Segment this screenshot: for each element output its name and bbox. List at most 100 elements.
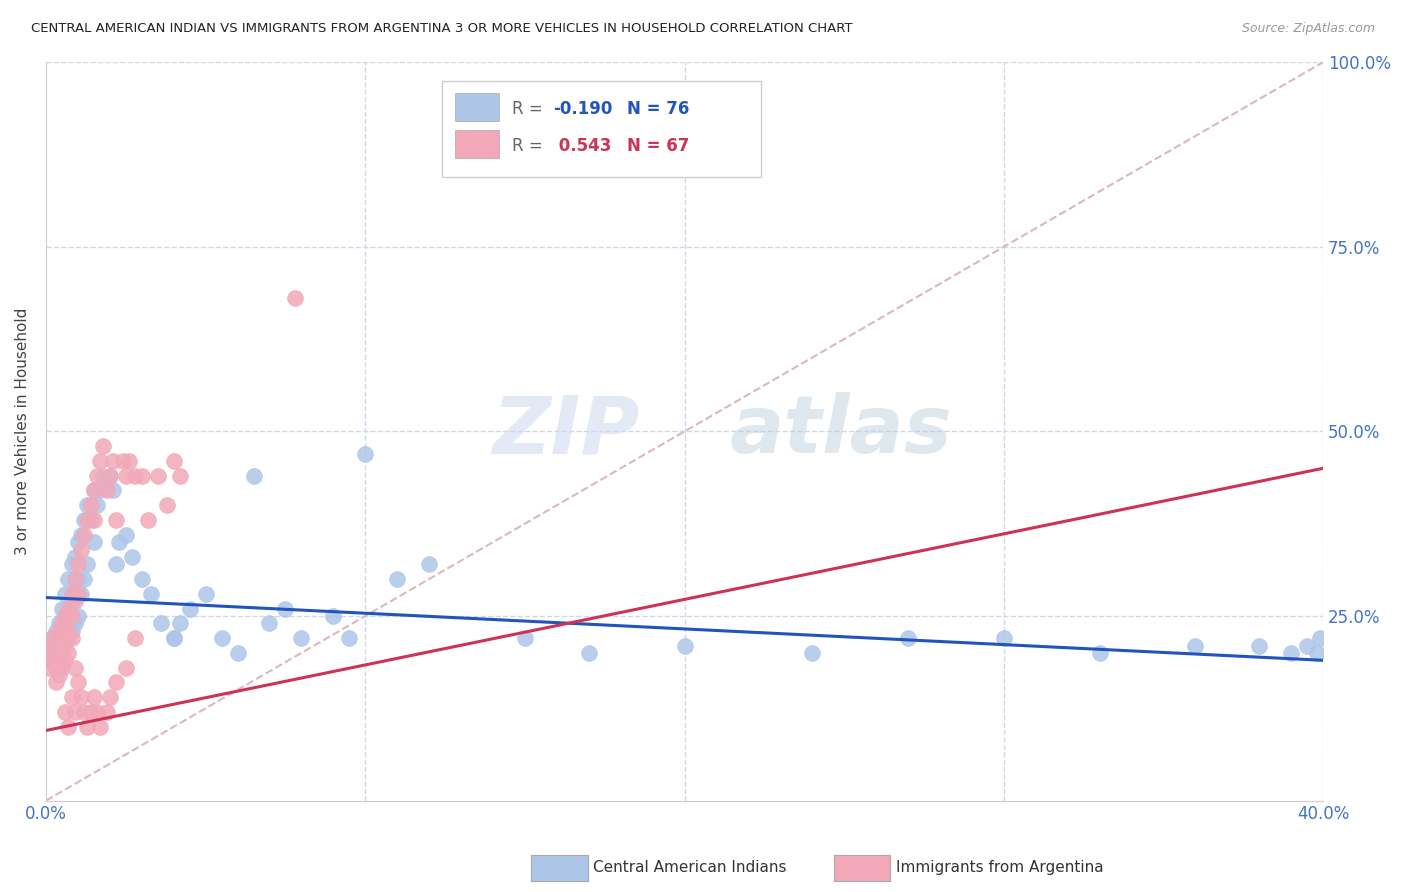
Point [48, 646, 70, 660]
Text: N = 76: N = 76 [627, 100, 689, 118]
Point [76, 720, 98, 734]
Text: Central American Indians: Central American Indians [593, 861, 787, 875]
Point [105, 675, 128, 690]
Point [211, 631, 233, 645]
Point [1296, 639, 1319, 653]
Point [73, 705, 96, 719]
Point [58, 601, 80, 615]
Text: ZIP: ZIP [492, 392, 640, 470]
Point [53, 587, 76, 601]
Point [48, 668, 70, 682]
Point [149, 616, 172, 631]
Point [1309, 631, 1331, 645]
Point [48, 616, 70, 631]
FancyBboxPatch shape [454, 130, 499, 158]
Text: Source: ZipAtlas.com: Source: ZipAtlas.com [1241, 22, 1375, 36]
Point [60, 609, 83, 624]
Point [53, 705, 76, 719]
Point [60, 594, 83, 608]
Point [63, 705, 86, 719]
Point [63, 594, 86, 608]
Point [83, 690, 105, 705]
Point [146, 468, 169, 483]
Point [60, 587, 83, 601]
Point [169, 468, 191, 483]
Point [114, 468, 136, 483]
Point [66, 587, 89, 601]
Point [51, 639, 73, 653]
Point [108, 535, 131, 549]
Point [86, 498, 108, 512]
Point [45, 639, 67, 653]
Text: R =: R = [512, 136, 548, 154]
Point [63, 572, 86, 586]
Point [93, 439, 115, 453]
FancyBboxPatch shape [441, 80, 761, 177]
Point [76, 558, 98, 572]
Point [105, 558, 128, 572]
Point [76, 513, 98, 527]
Point [1249, 639, 1271, 653]
Point [89, 483, 111, 498]
Point [163, 454, 186, 468]
Point [66, 572, 89, 586]
Point [38, 646, 60, 660]
Point [86, 468, 108, 483]
Text: Immigrants from Argentina: Immigrants from Argentina [896, 861, 1104, 875]
Point [131, 468, 153, 483]
Point [53, 639, 76, 653]
Point [513, 631, 536, 645]
Point [105, 513, 128, 527]
Point [73, 572, 96, 586]
Point [98, 468, 121, 483]
Point [284, 292, 307, 306]
Point [79, 705, 101, 719]
Point [58, 631, 80, 645]
Point [96, 483, 118, 498]
Point [53, 616, 76, 631]
Point [163, 631, 186, 645]
Text: N = 67: N = 67 [627, 136, 689, 154]
Point [58, 646, 80, 660]
Point [1279, 646, 1302, 660]
Point [58, 624, 80, 638]
Point [141, 587, 163, 601]
Text: R =: R = [512, 100, 548, 118]
Point [41, 631, 63, 645]
Point [41, 653, 63, 667]
Point [96, 705, 118, 719]
Point [993, 631, 1015, 645]
Point [51, 601, 73, 615]
Point [578, 646, 600, 660]
Point [385, 572, 408, 586]
Point [897, 631, 920, 645]
Point [58, 720, 80, 734]
Point [70, 587, 93, 601]
Point [60, 631, 83, 645]
Point [121, 549, 143, 564]
Point [337, 631, 360, 645]
Point [63, 616, 86, 631]
Point [1306, 646, 1329, 660]
Point [60, 624, 83, 638]
Point [179, 601, 201, 615]
Text: CENTRAL AMERICAN INDIAN VS IMMIGRANTS FROM ARGENTINA 3 OR MORE VEHICLES IN HOUSE: CENTRAL AMERICAN INDIAN VS IMMIGRANTS FR… [31, 22, 852, 36]
Point [93, 468, 115, 483]
Point [290, 631, 312, 645]
Point [41, 631, 63, 645]
Point [58, 609, 80, 624]
Point [38, 639, 60, 653]
Point [322, 609, 344, 624]
Point [45, 661, 67, 675]
Point [53, 653, 76, 667]
Point [58, 572, 80, 586]
Point [45, 624, 67, 638]
Text: 0.543: 0.543 [553, 136, 612, 154]
Point [48, 624, 70, 638]
Point [118, 454, 141, 468]
Point [156, 498, 179, 512]
Point [101, 454, 124, 468]
Point [226, 646, 249, 660]
Point [66, 675, 89, 690]
Point [45, 675, 67, 690]
